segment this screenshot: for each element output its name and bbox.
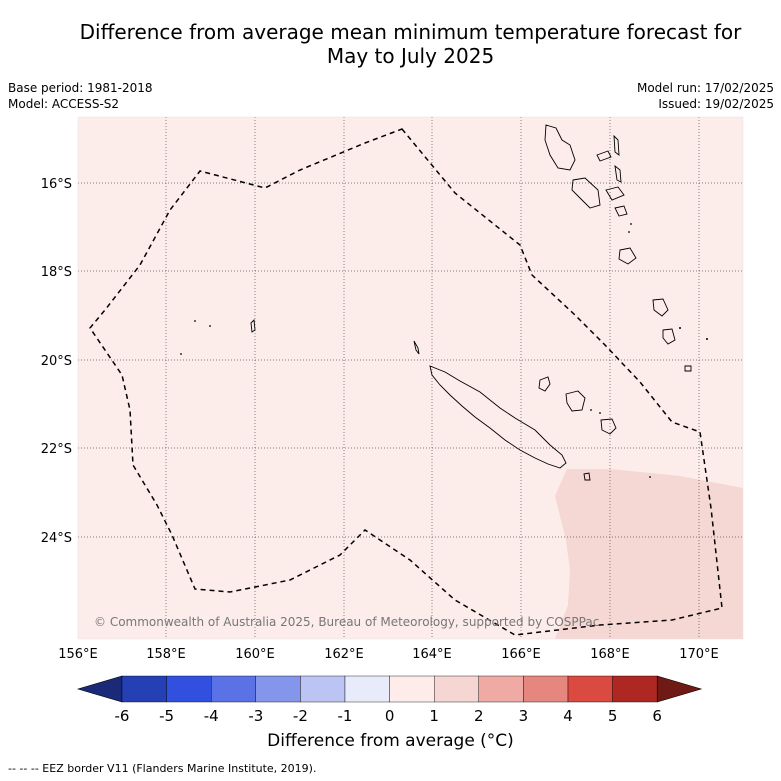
colorbar-segment (210, 675, 256, 703)
pentecost (614, 164, 622, 183)
title-line-2: May to July 2025 (326, 44, 495, 68)
colorbar-segment (523, 675, 569, 703)
warm-anomaly-region (555, 469, 743, 639)
colorbar-tick-label: 5 (608, 707, 618, 725)
maewo (613, 134, 620, 156)
colorbar-tick-label: -6 (115, 707, 130, 725)
colorbar-segment (478, 675, 524, 703)
map-frame (77, 116, 744, 640)
efate (618, 247, 637, 265)
lon-label: 160°E (235, 647, 275, 662)
lon-label: 164°E (412, 647, 452, 662)
espiritu-santo (544, 124, 576, 171)
malakula (571, 177, 601, 209)
model-run: Model run: 17/02/2025 (636, 81, 774, 95)
colorbar-segment (567, 675, 613, 703)
lat-label: 22°S (41, 442, 72, 457)
erromango (652, 298, 669, 317)
colorbar-tick-label: 4 (563, 707, 573, 725)
epi (614, 205, 628, 217)
copyright-notice: © Commonwealth of Australia 2025, Bureau… (94, 615, 599, 629)
colorbar-segment (300, 675, 346, 703)
colorbar-segment (255, 675, 301, 703)
colorbar-segment (121, 675, 167, 703)
colorbar-segment (612, 675, 658, 703)
belep-islands (413, 340, 420, 355)
longitude-labels: 156°E 158°E 160°E 162°E 164°E 166°E 168°… (58, 647, 719, 662)
colorbar-tick-label: -2 (293, 707, 308, 725)
eez-border (89, 128, 723, 636)
colorbar-extend-high (656, 675, 703, 703)
colorbar-title: Difference from average (°C) (267, 731, 514, 751)
lat-label: 16°S (41, 177, 72, 192)
aneityum (684, 365, 692, 372)
new-caledonia-island (429, 365, 567, 469)
issued-date: Issued: 19/02/2025 (658, 97, 774, 111)
lon-label: 162°E (324, 647, 364, 662)
map-title: Difference from average mean minimum tem… (40, 20, 781, 68)
loyalty-ouvea (538, 376, 551, 392)
land-outlines (250, 124, 692, 481)
meta-left: Base period: 1981-2018 Model: ACCESS-S2 (8, 80, 153, 112)
colorbar-segment (344, 675, 390, 703)
lon-label: 166°E (501, 647, 541, 662)
colorbar-tick-label: -1 (338, 707, 353, 725)
tanna (662, 328, 676, 345)
eez-legend-footer: -- -- -- EEZ border V11 (Flanders Marine… (8, 762, 317, 775)
lat-label: 24°S (41, 531, 72, 546)
gridlines (78, 117, 743, 639)
model-name: Model: ACCESS-S2 (8, 97, 120, 111)
colorbar-tick-label: 2 (474, 707, 484, 725)
small-islets (180, 223, 708, 478)
latitude-labels: 16°S 18°S 20°S 22°S 24°S (41, 177, 72, 546)
ambae (596, 150, 612, 162)
ambrym (605, 186, 625, 201)
lon-label: 158°E (146, 647, 186, 662)
lon-label: 168°E (590, 647, 630, 662)
meta-right: Model run: 17/02/2025 Issued: 19/02/2025 (637, 80, 774, 112)
colorbar (76, 675, 703, 703)
colorbar-segment (166, 675, 212, 703)
colorbar-tick-label: -3 (248, 707, 263, 725)
colorbar-tick-label: -5 (159, 707, 174, 725)
lat-label: 18°S (41, 265, 72, 280)
colorbar-tick-label: -4 (204, 707, 219, 725)
isle-of-pines (583, 472, 591, 481)
title-line-1: Difference from average mean minimum tem… (79, 20, 742, 44)
colorbar-tick-label: 6 (652, 707, 662, 725)
lat-label: 20°S (41, 354, 72, 369)
base-period: Base period: 1981-2018 (8, 81, 153, 95)
lon-label: 156°E (58, 647, 98, 662)
lon-label: 170°E (679, 647, 719, 662)
colorbar-tick-label: 1 (429, 707, 439, 725)
colorbar-segment (389, 675, 435, 703)
chesterfield-islet (250, 319, 256, 333)
colorbar-tick-labels: -6 -5 -4 -3 -2 -1 0 1 2 3 4 5 6 (115, 707, 662, 725)
colorbar-segment (434, 675, 480, 703)
loyalty-mare (600, 418, 617, 435)
colorbar-tick-label: 0 (385, 707, 395, 725)
loyalty-lifou (565, 390, 586, 412)
colorbar-tick-label: 3 (519, 707, 529, 725)
colorbar-extend-low (76, 675, 123, 703)
